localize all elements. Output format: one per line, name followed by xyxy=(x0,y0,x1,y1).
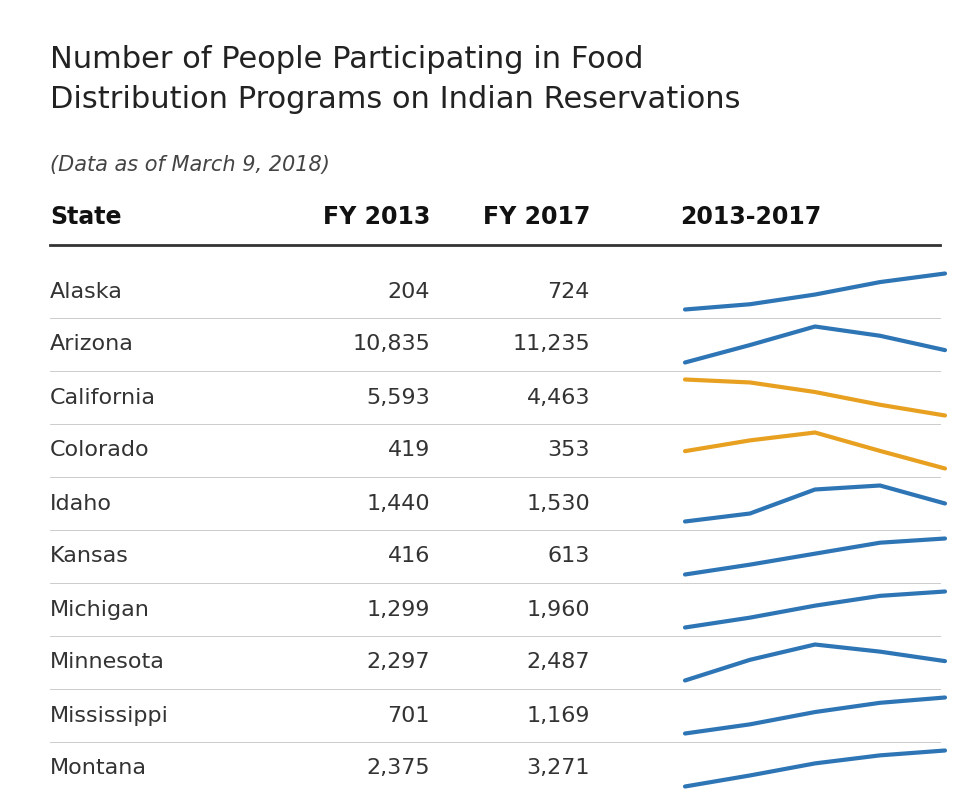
Text: 2,375: 2,375 xyxy=(366,759,429,779)
Text: 2,487: 2,487 xyxy=(526,653,589,673)
Text: 353: 353 xyxy=(547,441,589,461)
Text: 2013-2017: 2013-2017 xyxy=(679,205,821,229)
Text: 2,297: 2,297 xyxy=(366,653,429,673)
Text: 1,960: 1,960 xyxy=(526,599,589,619)
Text: Colorado: Colorado xyxy=(50,441,149,461)
Text: Number of People Participating in Food: Number of People Participating in Food xyxy=(50,45,642,74)
Text: 724: 724 xyxy=(547,281,589,301)
Text: 10,835: 10,835 xyxy=(352,335,429,355)
Text: 4,463: 4,463 xyxy=(526,388,589,408)
Text: 416: 416 xyxy=(388,546,429,566)
Text: State: State xyxy=(50,205,121,229)
Text: 1,440: 1,440 xyxy=(366,493,429,513)
Text: FY 2013: FY 2013 xyxy=(323,205,429,229)
Text: FY 2017: FY 2017 xyxy=(483,205,589,229)
Text: 613: 613 xyxy=(547,546,589,566)
Text: 419: 419 xyxy=(388,441,429,461)
Text: 1,299: 1,299 xyxy=(366,599,429,619)
Text: 204: 204 xyxy=(387,281,429,301)
Text: Alaska: Alaska xyxy=(50,281,123,301)
Text: 1,169: 1,169 xyxy=(526,706,589,726)
Text: California: California xyxy=(50,388,156,408)
Text: Montana: Montana xyxy=(50,759,147,779)
Text: Kansas: Kansas xyxy=(50,546,129,566)
Text: Idaho: Idaho xyxy=(50,493,111,513)
Text: 701: 701 xyxy=(387,706,429,726)
Text: Michigan: Michigan xyxy=(50,599,150,619)
Text: Mississippi: Mississippi xyxy=(50,706,169,726)
Text: Arizona: Arizona xyxy=(50,335,134,355)
Text: Minnesota: Minnesota xyxy=(50,653,165,673)
Text: 3,271: 3,271 xyxy=(526,759,589,779)
Text: (Data as of March 9, 2018): (Data as of March 9, 2018) xyxy=(50,155,329,175)
Text: 11,235: 11,235 xyxy=(512,335,589,355)
Text: 1,530: 1,530 xyxy=(526,493,589,513)
Text: 5,593: 5,593 xyxy=(366,388,429,408)
Text: Distribution Programs on Indian Reservations: Distribution Programs on Indian Reservat… xyxy=(50,85,739,114)
